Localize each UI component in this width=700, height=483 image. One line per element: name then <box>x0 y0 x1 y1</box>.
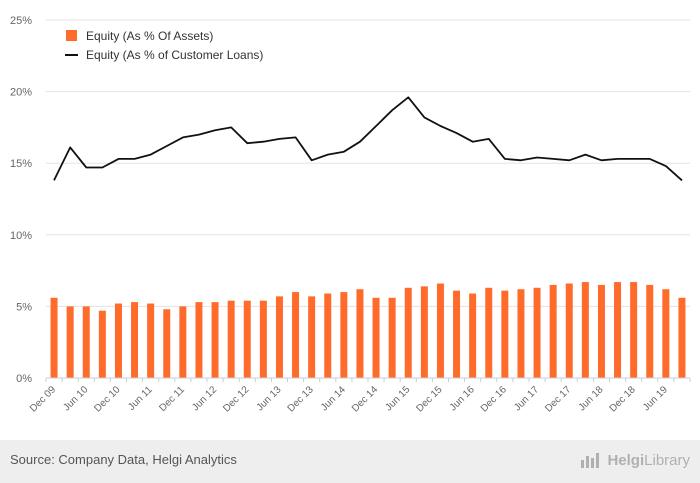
x-tick-label: Jun 13 <box>255 384 284 413</box>
bar <box>82 306 90 378</box>
source-note: Source: Company Data, Helgi Analytics <box>10 452 237 467</box>
bar <box>678 297 686 378</box>
x-tick-label: Dec 09 <box>28 384 58 414</box>
y-tick-label: 0% <box>16 373 32 385</box>
bar <box>227 300 235 378</box>
bar <box>549 284 557 378</box>
bar <box>98 310 106 378</box>
x-tick-label: Dec 11 <box>157 384 187 414</box>
x-tick-label: Jun 16 <box>448 384 477 413</box>
x-tick-label: Dec 17 <box>543 384 573 414</box>
y-tick-label: 15% <box>10 158 32 170</box>
bar <box>66 306 74 378</box>
bar <box>211 302 219 378</box>
x-tick-label: Jun 19 <box>641 384 670 413</box>
logo-word-library: Library <box>644 451 690 469</box>
bar <box>292 292 300 378</box>
bar <box>195 302 203 378</box>
bar <box>630 282 638 378</box>
bar <box>340 292 348 378</box>
x-tick-label: Jun 11 <box>126 384 155 413</box>
bar <box>581 282 589 378</box>
legend-label-line: Equity (As % of Customer Loans) <box>86 48 263 62</box>
x-tick-label: Dec 13 <box>286 384 316 414</box>
x-tick-label: Dec 12 <box>221 384 251 414</box>
bar-series <box>50 282 686 378</box>
x-tick-label: Jun 17 <box>512 384 541 413</box>
x-tick-label: Dec 14 <box>350 384 380 414</box>
bar <box>179 306 187 378</box>
y-tick-label: 25% <box>10 15 32 27</box>
bar <box>565 283 573 378</box>
logo-word-helgi: Helgi <box>607 451 645 469</box>
x-tick-label: Dec 10 <box>92 384 122 414</box>
bar <box>453 290 461 378</box>
bar <box>501 290 509 378</box>
bar <box>50 297 58 378</box>
bar <box>404 287 412 378</box>
bar <box>420 286 428 378</box>
x-tick-label: Dec 16 <box>479 384 509 414</box>
x-tick-label: Dec 15 <box>414 384 444 414</box>
footer: Source: Company Data, Helgi Analytics He… <box>0 440 700 483</box>
legend-swatch-bar <box>66 30 77 41</box>
grid <box>46 19 690 379</box>
x-axis: Dec 09 Jun 10 Dec 10 Jun 11 Dec 11 Jun 12 Dec … <box>28 377 691 415</box>
bar <box>597 284 605 378</box>
x-tick-label: Jun 18 <box>577 384 606 413</box>
x-tick-label: Jun 15 <box>383 384 412 413</box>
bar <box>469 293 477 378</box>
chart: 0%5%10%15%20%25% Dec 09 Jun 10 Dec 10 Jun 1… <box>10 15 691 415</box>
bar <box>485 287 493 378</box>
line-series <box>53 96 683 182</box>
bar <box>243 300 251 378</box>
y-axis: 0% 5% 10% 15% 20% 25% <box>10 15 32 385</box>
x-tick-label: Jun 12 <box>190 384 219 413</box>
bar <box>259 300 267 378</box>
x-tick-label: Jun 14 <box>319 384 348 413</box>
bar <box>533 287 541 378</box>
bar <box>308 296 316 378</box>
helgi-library-logo: HelgiLibrary <box>580 451 690 469</box>
bar <box>662 289 670 378</box>
y-tick-label: 5% <box>16 301 32 313</box>
bar <box>163 309 171 378</box>
legend: Equity (As % Of Assets) Equity (As % of C… <box>65 29 263 62</box>
y-tick-label: 20% <box>10 87 32 99</box>
logo-icon <box>581 453 600 468</box>
bar <box>275 296 283 378</box>
bar <box>356 289 364 378</box>
x-tick-label: Dec 18 <box>608 384 638 414</box>
y-tick-label: 10% <box>10 230 32 242</box>
line-path <box>53 96 683 182</box>
bar <box>147 303 155 378</box>
legend-label-bar: Equity (As % Of Assets) <box>86 29 213 43</box>
bar <box>646 284 654 378</box>
bar <box>114 303 122 378</box>
bar <box>436 283 444 378</box>
bar <box>614 282 622 378</box>
bar <box>372 297 380 378</box>
bar <box>388 297 396 378</box>
bar <box>324 293 332 378</box>
bar <box>131 302 139 378</box>
x-tick-label: Jun 10 <box>61 384 90 413</box>
bar <box>517 289 525 378</box>
